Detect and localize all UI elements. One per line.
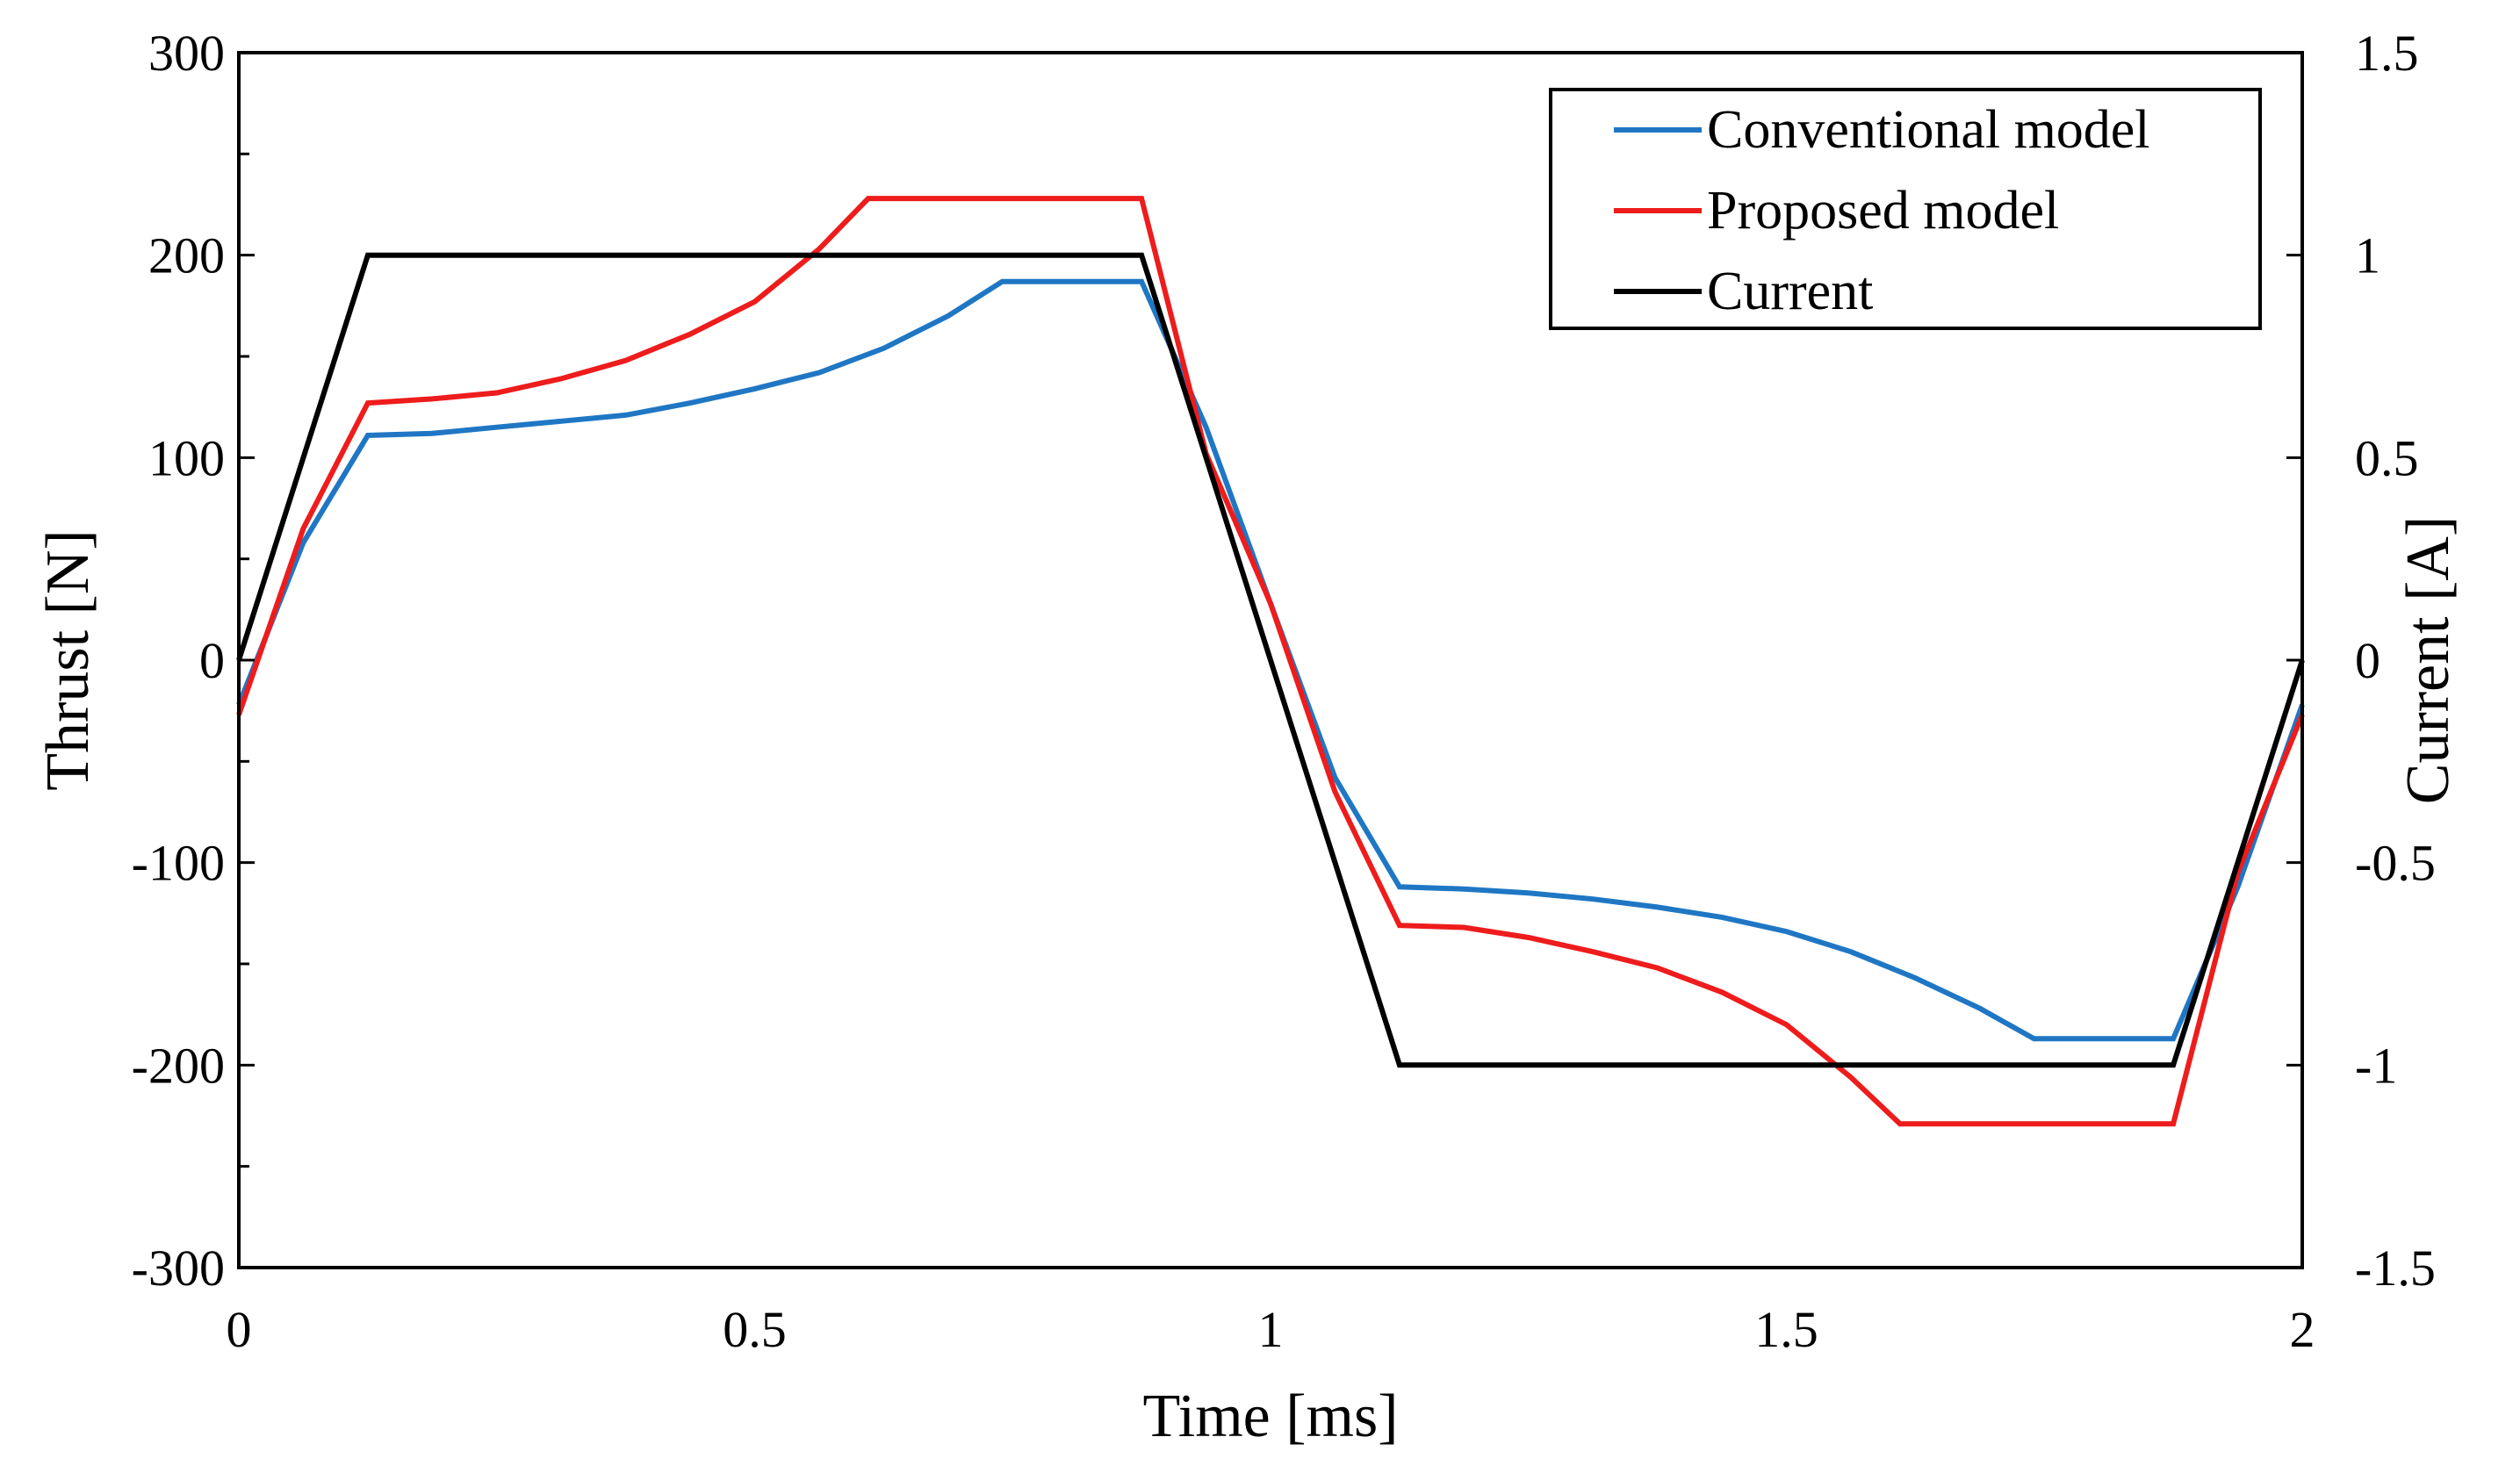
y-tick-label: 100 xyxy=(148,429,225,486)
x-tick-label: 0 xyxy=(227,1301,252,1358)
legend-label-current: Current xyxy=(1707,262,1873,321)
y-tick-label: 300 xyxy=(148,25,225,82)
y-tick-label: 200 xyxy=(148,227,225,284)
series-line-current xyxy=(236,252,2305,1068)
y2-tick-label: -0.5 xyxy=(2355,835,2436,892)
y-tick-label: -300 xyxy=(132,1239,225,1297)
y2-tick-label: 1 xyxy=(2355,227,2380,284)
y2-tick-label: -1 xyxy=(2355,1037,2397,1094)
y-tick-label: -100 xyxy=(132,835,225,892)
tick-layer xyxy=(239,51,2302,1269)
y-tick-label: -200 xyxy=(132,1037,225,1094)
y2-tick-label: 0 xyxy=(2355,632,2380,689)
y-tick-label: 0 xyxy=(199,632,225,689)
y-axis-title: Thrust [N] xyxy=(34,529,102,790)
x-tick-label: 1.5 xyxy=(1754,1301,1818,1358)
x-tick-label: 2 xyxy=(2290,1301,2315,1358)
x-axis-title: Time [ms] xyxy=(1142,1383,1398,1450)
series-line-proposed-model xyxy=(236,196,2305,1127)
label-layer: 300 200 100 0 -100 -200 -300 1.5 1 0.5 0 -0.5 -1 -1.5… xyxy=(132,25,2436,1358)
legend-label-proposed: Proposed model xyxy=(1707,181,2059,241)
x-tick-label: 0.5 xyxy=(723,1301,787,1358)
y2-tick-label: 0.5 xyxy=(2355,429,2419,486)
series-layer xyxy=(236,196,2305,1127)
legend: Conventional model Proposed model Curren… xyxy=(1549,88,2262,330)
y2-tick-label: 1.5 xyxy=(2355,25,2419,82)
x-tick-label: 1 xyxy=(1258,1301,1284,1358)
y2-axis-title: Current [A] xyxy=(2394,516,2462,805)
legend-label-conventional: Conventional model xyxy=(1707,100,2150,160)
y2-tick-label: -1.5 xyxy=(2355,1239,2436,1297)
